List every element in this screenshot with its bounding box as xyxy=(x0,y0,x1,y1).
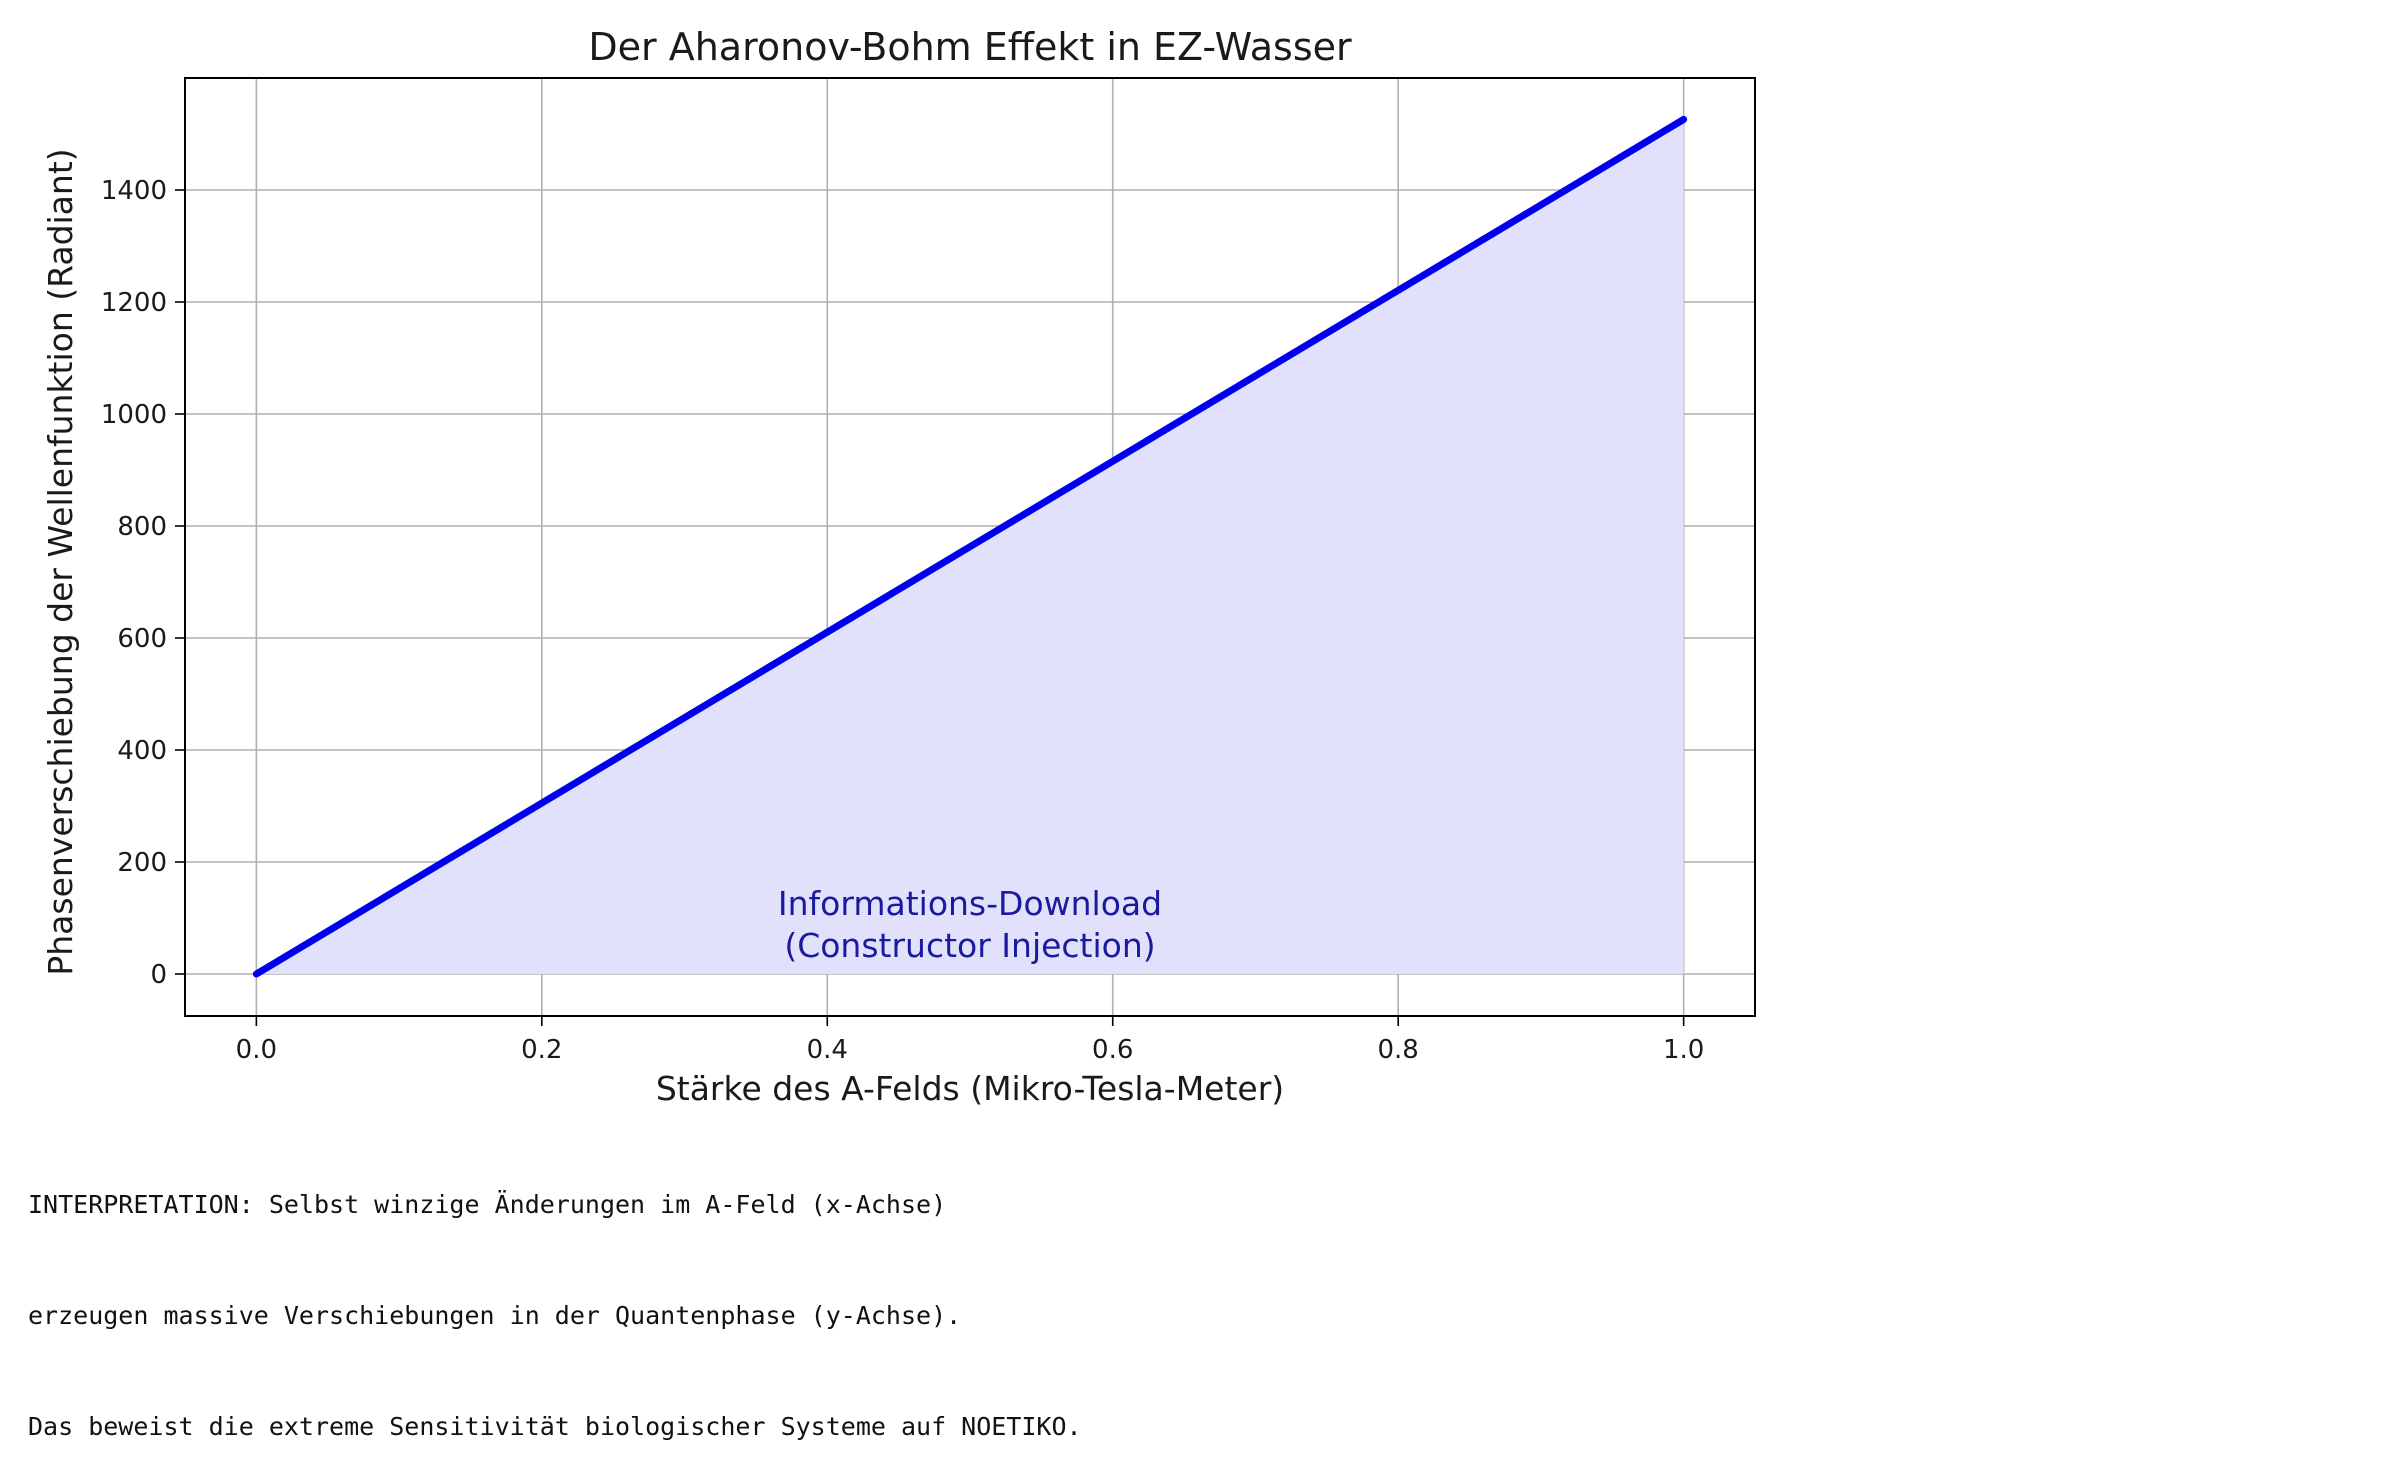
y-tick-label: 200 xyxy=(117,848,167,878)
x-tick-label: 0.4 xyxy=(807,1035,848,1065)
y-tick-label: 1400 xyxy=(101,176,167,206)
y-tick-label: 0 xyxy=(150,960,167,990)
interpretation-line: erzeugen massive Verschiebungen in der Q… xyxy=(28,1301,962,1330)
series-line xyxy=(252,115,1688,978)
interpretation-note: INTERPRETATION: Selbst winzige Änderunge… xyxy=(28,1112,1082,1482)
annotation-text: Informations-Download xyxy=(778,884,1162,923)
y-tick-label: 800 xyxy=(117,512,167,542)
series-line-layer xyxy=(252,115,1688,978)
y-tick-label: 400 xyxy=(117,736,167,766)
x-axis-label: Stärke des A-Felds (Mikro-Tesla-Meter) xyxy=(656,1069,1284,1108)
x-tick-label: 0.2 xyxy=(521,1035,562,1065)
interpretation-line: INTERPRETATION: Selbst winzige Änderunge… xyxy=(28,1190,947,1219)
area-fill-layer xyxy=(256,119,1684,974)
y-tick-label: 600 xyxy=(117,624,167,654)
tick-layer: 0.0 0.2 0.4 0.6 0.8 1.0 0 200 400 600 800 1000 1200 1… xyxy=(101,176,1704,1065)
series-area-fill xyxy=(256,119,1684,974)
interpretation-line: Das beweist die extreme Sensitivität bio… xyxy=(28,1412,1082,1441)
y-tick-label: 1200 xyxy=(101,288,167,318)
chart: Informations-Download(Constructor Inject… xyxy=(41,25,1756,1108)
y-axis-label: Phasenverschiebung der Wellenfunktion (R… xyxy=(41,148,80,975)
chart-title: Der Aharonov-Bohm Effekt in EZ-Wasser xyxy=(588,25,1352,69)
y-tick-label: 1000 xyxy=(101,400,167,430)
x-tick-label: 1.0 xyxy=(1663,1035,1704,1065)
x-tick-label: 0.0 xyxy=(236,1035,277,1065)
annotation-layer: Informations-Download(Constructor Inject… xyxy=(778,884,1162,965)
plot-frame xyxy=(184,77,1756,1017)
annotation-text: (Constructor Injection) xyxy=(784,926,1155,965)
x-tick-label: 0.8 xyxy=(1378,1035,1419,1065)
x-tick-label: 0.6 xyxy=(1092,1035,1133,1065)
